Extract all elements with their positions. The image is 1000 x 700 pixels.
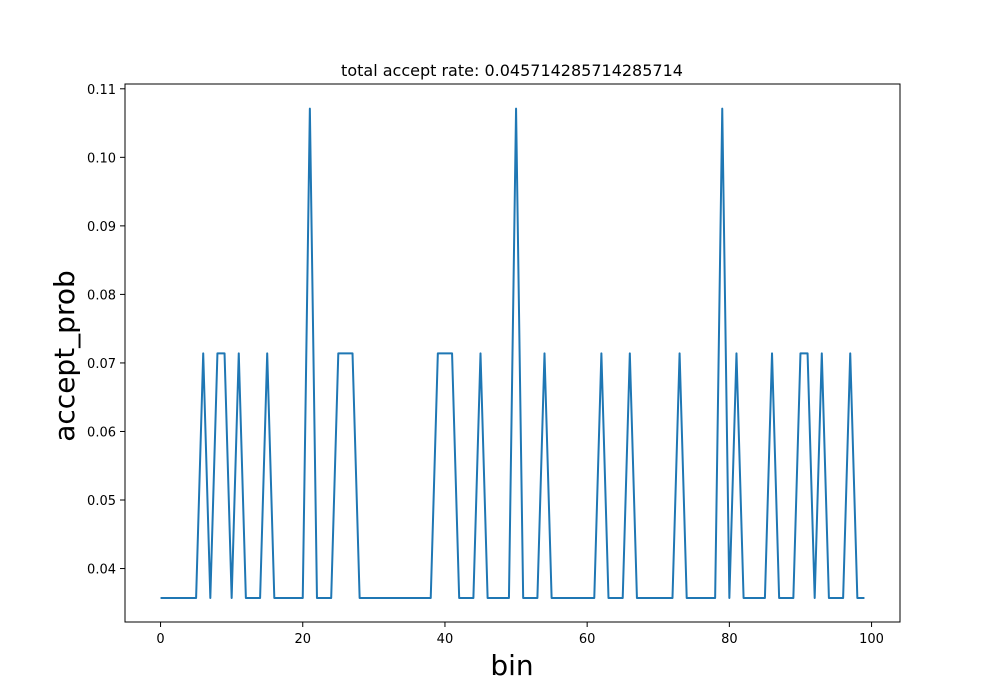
x-tick-label: 80	[721, 632, 738, 647]
y-tick-label: 0.05	[87, 494, 116, 509]
series-line-0	[160, 107, 865, 600]
y-tick-label: 0.04	[87, 563, 116, 578]
x-tick-label: 100	[859, 632, 884, 647]
axes-frame	[124, 83, 901, 623]
x-tick-label: 60	[579, 632, 596, 647]
plot-area	[124, 83, 901, 623]
y-tick-label: 0.10	[87, 151, 116, 166]
x-tick-label: 0	[156, 632, 164, 647]
x-axis-label: bin	[490, 649, 533, 682]
y-tick-label: 0.07	[87, 357, 116, 372]
y-tick-label: 0.08	[87, 288, 116, 303]
y-axis-label: accept_prob	[48, 270, 81, 442]
x-tick-label: 20	[294, 632, 311, 647]
chart-title: total accept rate: 0.045714285714285714	[341, 61, 683, 80]
y-tick-label: 0.06	[87, 425, 116, 440]
x-axis: 0 20 40 60 80 100	[156, 622, 884, 647]
y-tick-label: 0.11	[87, 83, 116, 98]
y-axis: 0.04 0.05 0.06 0.07 0.08 0.09 0.10 0.11	[87, 83, 125, 578]
x-tick-label: 40	[437, 632, 454, 647]
y-tick-label: 0.09	[87, 220, 116, 235]
